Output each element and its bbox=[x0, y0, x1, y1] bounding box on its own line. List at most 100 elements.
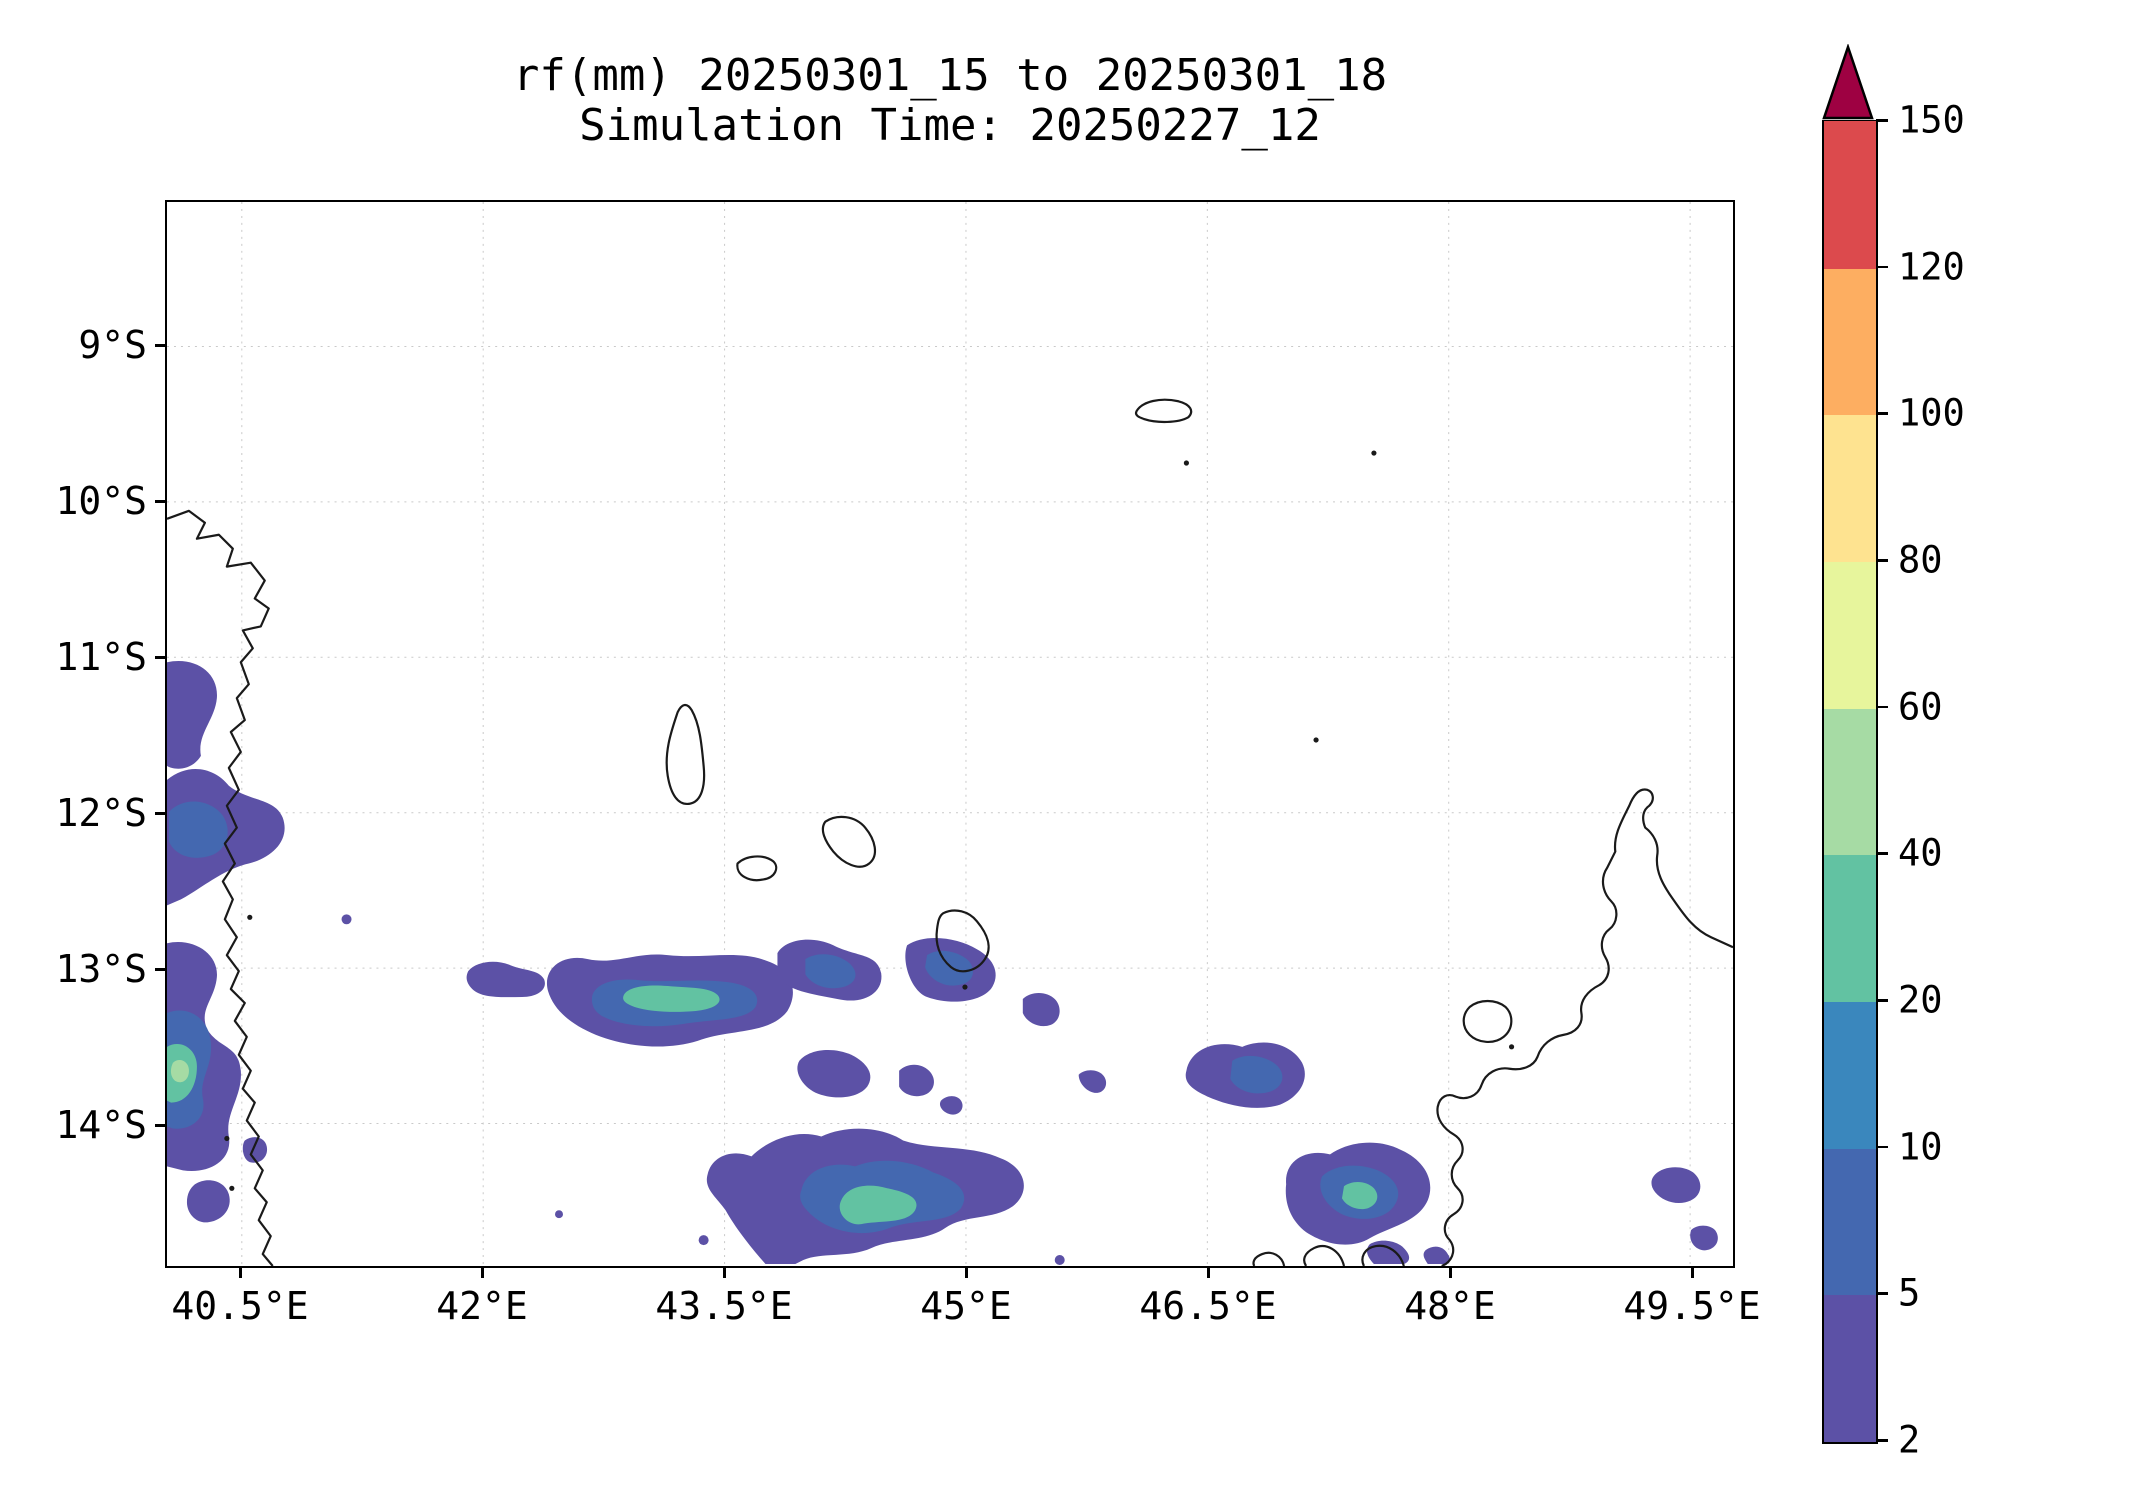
rain-contour bbox=[1022, 993, 1060, 1027]
mayotte-island-coastline bbox=[935, 909, 990, 973]
madagascar-bay-lobe-2-coastline bbox=[1303, 1245, 1346, 1266]
y-tick-label: 10°S bbox=[55, 479, 147, 523]
x-tick-mark bbox=[1449, 1268, 1452, 1278]
rain-contour bbox=[167, 661, 217, 769]
colorbar-tick-label: 10 bbox=[1898, 1125, 1943, 1169]
rain-contour bbox=[170, 1059, 189, 1083]
rain-contour bbox=[1230, 1055, 1283, 1094]
madagascar-bay-lobe-3-coastline bbox=[1252, 1251, 1286, 1266]
rain-contour bbox=[1341, 1182, 1378, 1210]
colorbar-tick-mark bbox=[1876, 1439, 1888, 1442]
colorbar-tick-mark bbox=[1876, 1292, 1888, 1295]
colorbar-tick-label: 80 bbox=[1898, 538, 1943, 582]
colorbar-tick-mark bbox=[1876, 119, 1888, 122]
moheli-island-coastline bbox=[736, 855, 778, 882]
map-canvas bbox=[167, 202, 1733, 1266]
rain-contour bbox=[899, 1064, 934, 1097]
aldabra-atoll-coastline bbox=[1134, 398, 1193, 424]
colorbar bbox=[1822, 120, 1878, 1444]
islet-dot bbox=[1508, 1044, 1515, 1050]
colorbar-extend-arrow bbox=[1822, 44, 1874, 120]
y-tick-mark bbox=[155, 344, 165, 347]
rain-contour bbox=[1690, 1225, 1718, 1251]
rain-contour bbox=[939, 1096, 963, 1115]
rain-contour bbox=[1078, 1070, 1107, 1093]
african-coast-coastline bbox=[167, 509, 274, 1266]
x-tick-label: 40.5°E bbox=[171, 1284, 309, 1328]
rain-contour bbox=[1651, 1167, 1701, 1204]
nosy-be-island-coastline bbox=[1462, 999, 1513, 1043]
colorbar-tick-label: 5 bbox=[1898, 1271, 1921, 1315]
y-tick-label: 13°S bbox=[55, 947, 147, 991]
y-tick-label: 11°S bbox=[55, 635, 147, 679]
rain-contour bbox=[925, 950, 974, 986]
rain-contour bbox=[839, 1185, 917, 1225]
x-tick-label: 46.5°E bbox=[1139, 1284, 1277, 1328]
plot-title: rf(mm) 20250301_15 to 20250301_18 bbox=[512, 50, 1388, 101]
islet-dot bbox=[247, 914, 253, 920]
islet-dot bbox=[224, 1135, 230, 1142]
anjouan-island-coastline bbox=[821, 815, 877, 868]
colorbar-segment bbox=[1824, 1001, 1876, 1149]
rain-contour bbox=[1423, 1246, 1450, 1265]
colorbar-tick-label: 150 bbox=[1898, 98, 1965, 142]
colorbar-tick-mark bbox=[1876, 1145, 1888, 1149]
colorbar-segment bbox=[1824, 121, 1876, 269]
rain-contour bbox=[168, 801, 228, 858]
x-tick-mark bbox=[965, 1268, 968, 1278]
madagascar-coast-coastline bbox=[1436, 788, 1733, 1266]
y-tick-label: 12°S bbox=[55, 791, 147, 835]
map-plot-area bbox=[165, 200, 1735, 1268]
rain-contour bbox=[466, 961, 545, 998]
rain-contour bbox=[623, 985, 720, 1012]
rain-contour bbox=[805, 954, 856, 989]
plot-subtitle: Simulation Time: 20250227_12 bbox=[579, 100, 1321, 151]
colorbar-tick-mark bbox=[1876, 265, 1888, 269]
colorbar-segment bbox=[1824, 1294, 1876, 1442]
x-tick-mark bbox=[1691, 1268, 1694, 1278]
colorbar-tick-mark bbox=[1876, 999, 1888, 1002]
colorbar-tick-label: 40 bbox=[1898, 831, 1943, 875]
colorbar-tick-label: 100 bbox=[1898, 391, 1965, 435]
islet-dot bbox=[1183, 460, 1189, 466]
y-tick-mark bbox=[155, 812, 165, 815]
madagascar-bay-lobe-1-coastline bbox=[1361, 1244, 1405, 1266]
colorbar-tick-label: 60 bbox=[1898, 685, 1943, 729]
x-tick-mark bbox=[723, 1268, 726, 1278]
y-tick-mark bbox=[155, 656, 165, 659]
colorbar-tick-mark bbox=[1876, 412, 1888, 415]
y-tick-mark bbox=[155, 968, 165, 971]
colorbar-tick-mark bbox=[1876, 559, 1888, 562]
islet-dot bbox=[962, 984, 968, 990]
grande-comore-island-coastline bbox=[665, 704, 706, 805]
x-tick-mark bbox=[1207, 1268, 1210, 1278]
rain-contour bbox=[555, 1210, 563, 1219]
islet-dot bbox=[1313, 737, 1319, 743]
rain-contour bbox=[797, 1050, 871, 1098]
colorbar-tick-label: 120 bbox=[1898, 245, 1965, 289]
rain-contour bbox=[698, 1235, 709, 1246]
rain-contour bbox=[1054, 1255, 1065, 1266]
x-tick-mark bbox=[481, 1268, 484, 1278]
colorbar-tick-label: 20 bbox=[1898, 978, 1943, 1022]
colorbar-segment bbox=[1824, 268, 1876, 416]
x-tick-label: 49.5°E bbox=[1623, 1284, 1761, 1328]
colorbar-tick-mark bbox=[1876, 705, 1888, 709]
rain-contour bbox=[341, 914, 352, 925]
colorbar-segment bbox=[1824, 708, 1876, 856]
colorbar-tick-label: 2 bbox=[1898, 1418, 1921, 1462]
colorbar-segment bbox=[1824, 1148, 1876, 1296]
colorbar-segment bbox=[1824, 561, 1876, 709]
colorbar-tick-mark bbox=[1876, 852, 1888, 855]
x-tick-label: 45°E bbox=[920, 1284, 1012, 1328]
x-tick-label: 48°E bbox=[1404, 1284, 1496, 1328]
colorbar-segment bbox=[1824, 854, 1876, 1002]
y-tick-label: 14°S bbox=[55, 1103, 147, 1147]
rain-contour bbox=[242, 1137, 268, 1163]
x-tick-label: 43.5°E bbox=[655, 1284, 793, 1328]
y-tick-mark bbox=[155, 500, 165, 503]
x-tick-mark bbox=[239, 1268, 242, 1278]
y-tick-mark bbox=[155, 1124, 165, 1127]
x-tick-label: 42°E bbox=[436, 1284, 528, 1328]
